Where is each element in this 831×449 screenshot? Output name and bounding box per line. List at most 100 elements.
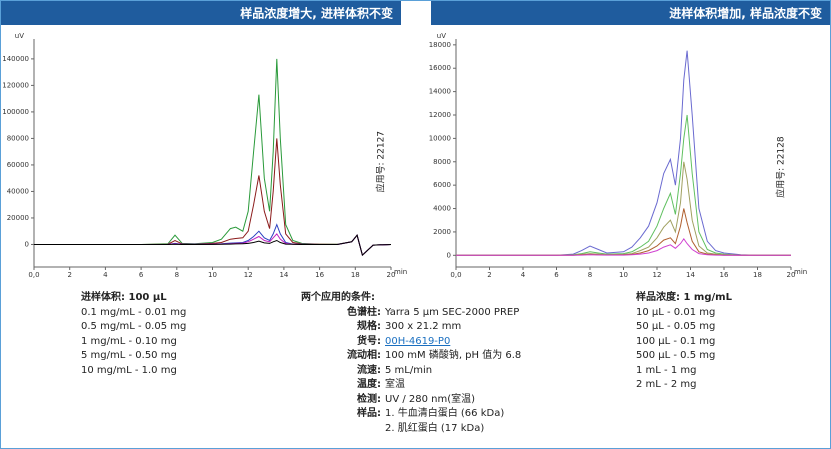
x-axis-label: min: [394, 268, 407, 276]
condition: 检测: UV / 280 nm(室温): [301, 393, 521, 408]
trace: [456, 208, 791, 256]
x-tick-label: 14: [686, 271, 695, 279]
condition: 规格: 300 x 21.2 mm: [301, 320, 521, 335]
condition: 温度: 室温: [301, 378, 521, 393]
x-tick-label: 0,0: [450, 271, 461, 279]
value: 300 x 21.2 mm: [385, 321, 462, 332]
trace: [456, 161, 791, 256]
y-tick-label: 100000: [2, 108, 29, 116]
y-tick-label: 18000: [429, 41, 451, 49]
x-tick-label: 6: [139, 271, 144, 279]
row: 0.5 mg/mL - 0.05 mg: [81, 321, 187, 332]
trace: [34, 223, 392, 257]
x-tick-label: 18: [351, 271, 360, 279]
y-tick-label: 2000: [433, 228, 451, 236]
y-axis-label: uV: [437, 32, 446, 40]
y-tick-label: 140000: [2, 55, 29, 63]
value: UV / 280 nm(室温): [385, 393, 476, 405]
conditions: 两个应用的条件: 色谱柱: Yarra 5 µm SEC-2000 PREP 规格:…: [301, 291, 521, 436]
y-tick-label: 0: [447, 251, 451, 259]
x-tick-label: 20: [387, 271, 396, 279]
x-tick-label: 12: [653, 271, 662, 279]
heading: 两个应用的条件:: [301, 292, 375, 303]
row: 1 mL - 1 mg: [636, 364, 697, 376]
title-bar: [1, 1, 401, 25]
label: 货号:: [357, 335, 381, 347]
label: 色谱柱:: [347, 306, 381, 318]
y-tick-label: 60000: [7, 161, 29, 169]
trace: [34, 138, 392, 257]
x-tick-label: 8: [588, 271, 592, 279]
chart-title: 进样体积增加, 样品浓度不变: [669, 6, 822, 21]
label: 规格:: [357, 321, 381, 332]
x-axis-label: min: [794, 268, 807, 276]
trace: [34, 58, 392, 257]
row: 5 mg/mL - 0.50 mg: [81, 350, 177, 361]
x-tick-label: 16: [720, 271, 729, 279]
label: 流动相:: [347, 350, 381, 361]
x-tick-label: 20: [787, 271, 796, 279]
label: 检测:: [357, 393, 381, 405]
x-tick-label: 18: [753, 271, 762, 279]
x-tick-label: 14: [279, 271, 288, 279]
y-tick-label: 6000: [433, 181, 451, 189]
label: 样品:: [357, 408, 381, 419]
part-number-link[interactable]: 00H-4619-P0: [385, 335, 451, 347]
trace: [456, 238, 791, 256]
charts: 样品浓度增大, 进样体积不变uVmin020000400006000080000…: [1, 1, 830, 279]
row: 1 mg/mL - 0.10 mg: [81, 335, 177, 347]
y-tick-label: 10000: [429, 134, 451, 142]
value: 室温: [385, 379, 405, 390]
x-tick-label: 10: [208, 271, 217, 279]
annotation: 应用号: 22128: [775, 136, 787, 198]
y-tick-label: 4000: [433, 205, 451, 213]
x-tick-label: 8: [175, 271, 179, 279]
trace: [456, 50, 791, 256]
sample: 1. 牛血清白蛋白 (66 kDa): [385, 408, 505, 419]
trace: [456, 114, 791, 256]
y-tick-label: 0: [25, 240, 29, 248]
chart-title: 样品浓度增大, 进样体积不变: [240, 6, 393, 21]
x-tick-label: 4: [103, 271, 108, 279]
row: 500 µL - 0.5 mg: [636, 350, 716, 361]
x-tick-label: 16: [315, 271, 324, 279]
y-tick-label: 20000: [7, 214, 29, 222]
y-tick-label: 120000: [2, 81, 29, 89]
heading: 进样体积: 100 µL: [81, 292, 167, 303]
y-axis-label: uV: [15, 32, 24, 40]
row: 2 mL - 2 mg: [636, 379, 697, 390]
row: 100 µL - 0.1 mg: [636, 335, 716, 347]
right-notes: 样品浓度: 1 mg/mL 10 µL - 0.01 mg 50 µL - 0.0…: [636, 291, 732, 393]
row: 0.1 mg/mL - 0.01 mg: [81, 306, 187, 318]
condition: 流动相: 100 mM 磷酸钠, pH 值为 6.8: [301, 349, 521, 364]
condition: 流速: 5 mL/min: [301, 364, 521, 379]
value: 100 mM 磷酸钠, pH 值为 6.8: [385, 350, 522, 361]
y-tick-label: 14000: [429, 88, 451, 96]
x-tick-label: 2: [487, 271, 491, 279]
y-tick-label: 8000: [433, 158, 451, 166]
x-tick-label: 2: [67, 271, 71, 279]
y-tick-label: 12000: [429, 111, 451, 119]
x-tick-label: 6: [554, 271, 559, 279]
title-bar: [431, 1, 830, 25]
label: 流速:: [357, 364, 381, 376]
row: 10 mg/mL - 1.0 mg: [81, 364, 177, 376]
annotation: 应用号: 22127: [375, 131, 387, 193]
trace: [34, 234, 392, 257]
row: 10 µL - 0.01 mg: [636, 306, 716, 318]
x-tick-label: 0,0: [28, 271, 39, 279]
condition: 色谱柱: Yarra 5 µm SEC-2000 PREP: [301, 306, 521, 321]
y-tick-label: 80000: [7, 134, 29, 142]
x-tick-label: 4: [521, 271, 526, 279]
left-notes: 进样体积: 100 µL 0.1 mg/mL - 0.01 mg 0.5 mg/m…: [81, 291, 186, 378]
y-tick-label: 40000: [7, 187, 29, 195]
value: 5 mL/min: [385, 364, 433, 376]
x-tick-label: 12: [244, 271, 253, 279]
row: 50 µL - 0.05 mg: [636, 321, 716, 332]
y-tick-label: 16000: [429, 64, 451, 72]
value: Yarra 5 µm SEC-2000 PREP: [385, 306, 520, 318]
heading: 样品浓度: 1 mg/mL: [636, 292, 732, 303]
label: 温度:: [357, 379, 381, 390]
condition: 货号: 00H-4619-P0: [301, 335, 521, 350]
